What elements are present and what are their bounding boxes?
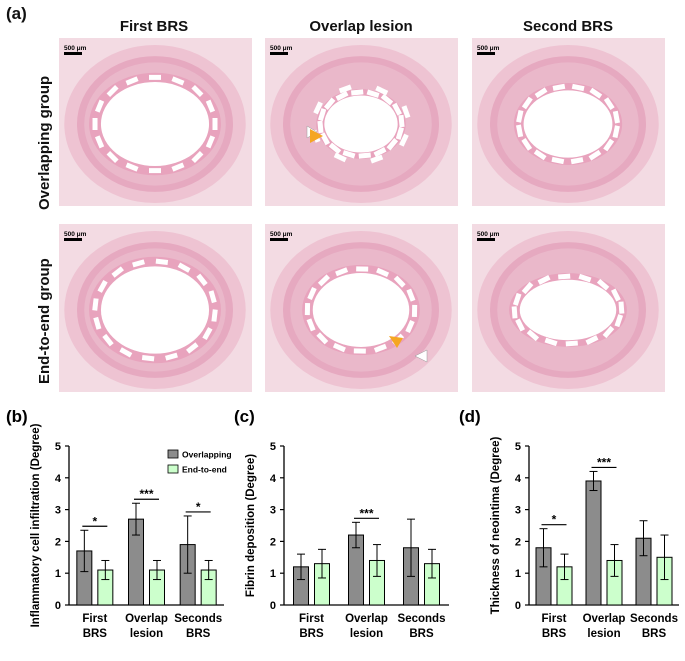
y-tick-label: 0 <box>515 600 521 612</box>
scale-bar-label: 500 μm <box>477 231 500 238</box>
significance-marker: *** <box>597 455 611 469</box>
scale-bar <box>477 52 495 55</box>
histology-image-overlapping-overlap: 500 μm <box>265 38 458 206</box>
panel-label: (c) <box>234 407 255 426</box>
x-category-label: BRS <box>409 628 434 640</box>
y-tick-label: 4 <box>55 473 62 485</box>
histology-image-overlapping-second-brs: 500 μm <box>472 38 665 206</box>
histology-image-overlapping-first-brs: 500 μm <box>59 38 252 206</box>
scale-bar-label: 500 μm <box>270 45 293 52</box>
x-category-label: BRS <box>642 628 667 640</box>
row-title-overlapping-group: Overlapping group <box>36 75 53 210</box>
x-category-label: lesion <box>587 628 620 640</box>
panel-label: (b) <box>6 407 28 426</box>
y-tick-label: 0 <box>270 600 276 612</box>
panel-label: (d) <box>459 407 481 426</box>
chart-d: (d) 0 1 2 3 4 5 Thickness of neointima (Degree)… <box>455 400 685 660</box>
legend-swatch <box>167 449 179 459</box>
y-tick-label: 1 <box>515 568 521 580</box>
chart-c: (c) 0 1 2 3 4 5 Fibrin deposition (Degree) First… <box>230 400 455 660</box>
x-category-label: BRS <box>83 628 108 640</box>
orange-arrowhead <box>310 129 323 143</box>
x-category-label: Overlap <box>583 613 626 625</box>
column-title-second-brs: Second BRS <box>522 18 613 35</box>
column-title-first-brs: First BRS <box>119 18 189 35</box>
significance-marker: * <box>196 500 201 514</box>
significance-marker: * <box>552 513 557 527</box>
x-category-label: BRS <box>542 628 567 640</box>
y-tick-label: 2 <box>270 536 276 548</box>
chart-c-svg: (c) 0 1 2 3 4 5 Fibrin deposition (Degree) First… <box>234 407 449 640</box>
y-tick-label: 4 <box>515 473 522 485</box>
y-tick-label: 3 <box>55 505 61 517</box>
x-category-label: First <box>299 613 324 625</box>
y-tick-label: 5 <box>270 441 276 453</box>
white-arrowhead <box>414 349 428 363</box>
x-category-label: Seconds <box>630 613 678 625</box>
legend-label: End-to-end <box>182 465 227 475</box>
orange-arrowhead <box>389 336 403 348</box>
legend-swatch <box>167 464 179 474</box>
x-category-label: Seconds <box>174 613 222 625</box>
row-title-end-to-end-group: End-to-end group <box>36 258 53 384</box>
y-tick-label: 3 <box>270 505 276 517</box>
scale-bar <box>477 238 495 241</box>
x-category-label: Seconds <box>398 613 446 625</box>
scale-bar-label: 500 μm <box>270 231 293 238</box>
scale-bar-label: 500 μm <box>64 45 87 52</box>
significance-marker: *** <box>139 487 153 501</box>
x-category-label: Overlap <box>125 613 168 625</box>
x-category-label: BRS <box>186 628 211 640</box>
y-tick-label: 4 <box>270 473 277 485</box>
scale-bar-label: 500 μm <box>477 45 500 52</box>
x-category-label: lesion <box>350 628 383 640</box>
scale-bar <box>64 238 82 241</box>
y-tick-label: 1 <box>270 568 276 580</box>
y-axis-label: Inflammatory cell infiltration (Degree) <box>30 423 42 627</box>
scale-bar <box>270 52 288 55</box>
x-category-label: First <box>542 613 567 625</box>
x-category-label: BRS <box>299 628 324 640</box>
x-category-label: Overlap <box>345 613 388 625</box>
legend-label: Overlapping <box>182 450 232 460</box>
significance-marker: *** <box>359 506 373 520</box>
x-category-label: First <box>82 613 107 625</box>
y-tick-label: 2 <box>55 536 61 548</box>
scale-bar-label: 500 μm <box>64 231 87 238</box>
y-tick-label: 2 <box>515 536 521 548</box>
y-tick-label: 5 <box>55 441 61 453</box>
x-category-label: lesion <box>130 628 163 640</box>
y-axis-label: Fibrin deposition (Degree) <box>245 454 257 597</box>
scale-bar <box>270 238 288 241</box>
histology-image-end-to-end-second-brs: 500 μm <box>472 224 665 392</box>
y-tick-label: 0 <box>55 600 61 612</box>
chart-d-svg: (d) 0 1 2 3 4 5 Thickness of neointima (Degree)… <box>459 407 679 640</box>
column-title-overlap-lesion: Overlap lesion <box>309 18 413 35</box>
scale-bar <box>64 52 82 55</box>
panel-label-a: (a) <box>6 4 27 23</box>
y-tick-label: 5 <box>515 441 521 453</box>
chart-b-svg: (b) 0 1 2 3 4 5 Inflammatory cell infiltration … <box>6 407 232 640</box>
y-tick-label: 1 <box>55 568 61 580</box>
y-axis-label: Thickness of neointima (Degree) <box>490 437 502 615</box>
y-tick-label: 3 <box>515 505 521 517</box>
chart-b: (b) 0 1 2 3 4 5 Inflammatory cell infiltration … <box>0 400 232 660</box>
histology-image-end-to-end-overlap: 500 μm <box>265 224 458 392</box>
histology-image-end-to-end-first-brs: 500 μm <box>59 224 252 392</box>
bar-overlapping-1 <box>585 480 602 606</box>
significance-marker: * <box>92 514 97 528</box>
